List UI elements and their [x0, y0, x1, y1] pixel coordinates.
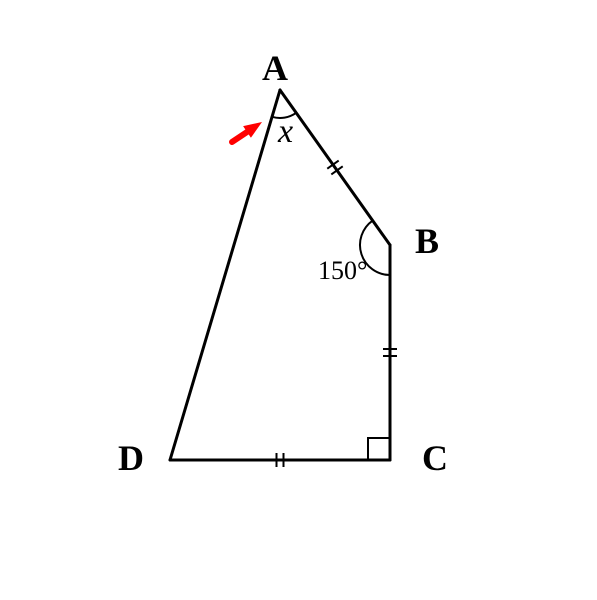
angle-label-B: 150° [318, 258, 367, 284]
vertex-label-B: B [415, 223, 439, 259]
vertex-label-C: C [422, 440, 448, 476]
diagram-svg [0, 0, 597, 600]
vertex-label-D: D [118, 440, 144, 476]
vertex-label-A: A [262, 50, 288, 86]
diagram-stage: A B C D x 150° [0, 0, 597, 600]
angle-label-x: x [278, 115, 293, 149]
